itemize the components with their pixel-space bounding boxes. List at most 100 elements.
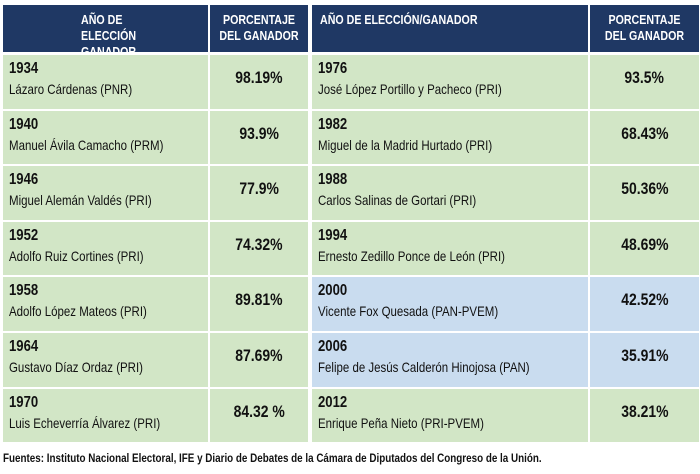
year: 1940 bbox=[9, 115, 39, 133]
winner-name: Lázaro Cárdenas (PNR) bbox=[9, 81, 133, 97]
winner-name: Miguel Alemán Valdés (PRI) bbox=[9, 192, 152, 209]
header-cell: PORCENTAJE DEL GANADOR bbox=[210, 5, 308, 52]
year-line: 1964 bbox=[9, 338, 208, 356]
winner-name: Manuel Ávila Camacho (PRM) bbox=[9, 136, 164, 153]
winner-name: Luis Echeverría Álvarez (PRI) bbox=[9, 414, 161, 431]
year-line: 1946 bbox=[9, 171, 208, 189]
percent: 93.9% bbox=[239, 123, 279, 143]
percent-cell: 77.9% bbox=[210, 166, 308, 220]
name-line: Vicente Fox Quesada (PAN-PVEM) bbox=[318, 303, 588, 319]
year: 1964 bbox=[9, 338, 39, 355]
year: 1934 bbox=[9, 60, 39, 77]
percent: 87.69% bbox=[235, 346, 283, 365]
year: 1982 bbox=[318, 115, 348, 133]
name-cell: 1994 Ernesto Zedillo Ponce de León (PRI) bbox=[312, 221, 588, 276]
percent-cell: 38.21% bbox=[590, 388, 699, 443]
percent-cell: 48.69% bbox=[590, 221, 699, 276]
year-line: 2000 bbox=[318, 282, 588, 300]
name-line: Carlos Salinas de Gortari (PRI) bbox=[318, 192, 588, 208]
winner-name: Vicente Fox Quesada (PAN-PVEM) bbox=[318, 303, 499, 320]
name-cell: 2000 Vicente Fox Quesada (PAN-PVEM) bbox=[312, 277, 588, 331]
year-line: 1940 bbox=[9, 116, 208, 134]
name-cell: 1964 Gustavo Díaz Ordaz (PRI) bbox=[3, 333, 208, 387]
name-cell: 1946 Miguel Alemán Valdés (PRI) bbox=[3, 166, 208, 220]
header-text: PORCENTAJE DEL GANADOR bbox=[219, 12, 299, 43]
year: 1994 bbox=[318, 226, 348, 244]
year-line: 1988 bbox=[318, 171, 588, 189]
name-line: José López Portillo y Pacheco (PRI) bbox=[318, 81, 588, 97]
year-line: 2012 bbox=[318, 394, 588, 412]
name-cell: 1940 Manuel Ávila Camacho (PRM) bbox=[3, 110, 208, 165]
percent: 42.52% bbox=[620, 290, 669, 310]
header-text: AÑO DE ELECCIÓN/GANADOR bbox=[320, 12, 478, 27]
winner-name: Felipe de Jesús Calderón Hinojosa (PAN) bbox=[318, 359, 530, 375]
winner-name: Ernesto Zedillo Ponce de León (PRI) bbox=[318, 247, 505, 264]
year: 1976 bbox=[318, 60, 348, 77]
percent: 68.43% bbox=[620, 123, 669, 143]
name-cell: 1934 Lázaro Cárdenas (PNR) bbox=[3, 55, 208, 109]
name-line: Lázaro Cárdenas (PNR) bbox=[9, 81, 208, 97]
name-cell: 1982 Miguel de la Madrid Hurtado (PRI) bbox=[312, 110, 588, 165]
year: 1952 bbox=[9, 226, 39, 244]
percent: 77.9% bbox=[239, 179, 279, 199]
name-line: Adolfo Ruiz Cortines (PRI) bbox=[9, 248, 208, 264]
name-line: Gustavo Díaz Ordaz (PRI) bbox=[9, 359, 208, 375]
footer: Fuentes: Instituto Nacional Electoral, I… bbox=[3, 451, 660, 465]
name-line: Luis Echeverría Álvarez (PRI) bbox=[9, 415, 208, 431]
header-wrap: AÑO DE ELECCIÓN GANADOR bbox=[81, 12, 201, 52]
name-cell: 2006 Felipe de Jesús Calderón Hinojosa (P… bbox=[312, 333, 588, 387]
year-line: 1934 bbox=[9, 60, 208, 78]
year-line: 1970 bbox=[9, 394, 208, 412]
percent: 50.36% bbox=[620, 179, 669, 199]
winner-name: Carlos Salinas de Gortari (PRI) bbox=[318, 192, 477, 209]
name-cell: 2012 Enrique Peña Nieto (PRI-PVEM) bbox=[312, 388, 588, 443]
header-cell: AÑO DE ELECCIÓN GANADOR bbox=[3, 5, 208, 52]
winner-name: Gustavo Díaz Ordaz (PRI) bbox=[9, 359, 143, 375]
percent: 98.19% bbox=[235, 68, 283, 87]
name-line: Ernesto Zedillo Ponce de León (PRI) bbox=[318, 248, 588, 264]
name-cell: 1976 José López Portillo y Pacheco (PRI) bbox=[312, 55, 588, 109]
year-line: 2006 bbox=[318, 338, 588, 356]
percent: 89.81% bbox=[235, 290, 283, 310]
winner-name: Miguel de la Madrid Hurtado (PRI) bbox=[318, 136, 493, 153]
year: 1988 bbox=[318, 171, 348, 189]
year-line: 1952 bbox=[9, 227, 208, 245]
year-line: 1982 bbox=[318, 116, 588, 134]
name-line: Miguel Alemán Valdés (PRI) bbox=[9, 192, 208, 208]
year-line: 1958 bbox=[9, 282, 208, 300]
percent-cell: 98.19% bbox=[210, 55, 308, 109]
year: 1970 bbox=[9, 393, 39, 411]
year-line: 1994 bbox=[318, 227, 588, 245]
header-wrap: AÑO DE ELECCIÓN/GANADOR bbox=[320, 12, 580, 28]
percent-cell: 87.69% bbox=[210, 333, 308, 387]
name-line: Manuel Ávila Camacho (PRM) bbox=[9, 137, 208, 153]
percent-cell: 93.5% bbox=[590, 55, 699, 109]
percent: 35.91% bbox=[620, 346, 669, 365]
winner-name: José López Portillo y Pacheco (PRI) bbox=[318, 81, 502, 97]
percent-cell: 50.36% bbox=[590, 166, 699, 220]
name-line: Miguel de la Madrid Hurtado (PRI) bbox=[318, 137, 588, 153]
winner-name: Adolfo López Mateos (PRI) bbox=[9, 303, 147, 320]
winner-name: Enrique Peña Nieto (PRI-PVEM) bbox=[318, 414, 484, 431]
percent: 48.69% bbox=[620, 234, 669, 254]
name-cell: 1958 Adolfo López Mateos (PRI) bbox=[3, 277, 208, 331]
winner-name: Adolfo Ruiz Cortines (PRI) bbox=[9, 247, 144, 264]
percent-cell: 93.9% bbox=[210, 110, 308, 165]
name-line: Enrique Peña Nieto (PRI-PVEM) bbox=[318, 415, 588, 431]
name-cell: 1988 Carlos Salinas de Gortari (PRI) bbox=[312, 166, 588, 220]
percent-cell: 84.32 % bbox=[210, 388, 308, 443]
percent-cell: 35.91% bbox=[590, 333, 699, 387]
name-cell: 1970 Luis Echeverría Álvarez (PRI) bbox=[3, 388, 208, 443]
year: 2006 bbox=[318, 338, 348, 355]
percent-cell: 89.81% bbox=[210, 277, 308, 331]
year: 2012 bbox=[318, 393, 348, 411]
percent: 84.32 % bbox=[233, 401, 285, 421]
header-cell: AÑO DE ELECCIÓN/GANADOR bbox=[312, 5, 588, 52]
percent: 93.5% bbox=[624, 68, 665, 87]
year-line: 1976 bbox=[318, 60, 588, 78]
percent: 38.21% bbox=[620, 401, 669, 421]
percent: 74.32% bbox=[235, 234, 283, 254]
header-cell: PORCENTAJE DEL GANADOR bbox=[590, 5, 699, 52]
percent-cell: 42.52% bbox=[590, 277, 699, 331]
